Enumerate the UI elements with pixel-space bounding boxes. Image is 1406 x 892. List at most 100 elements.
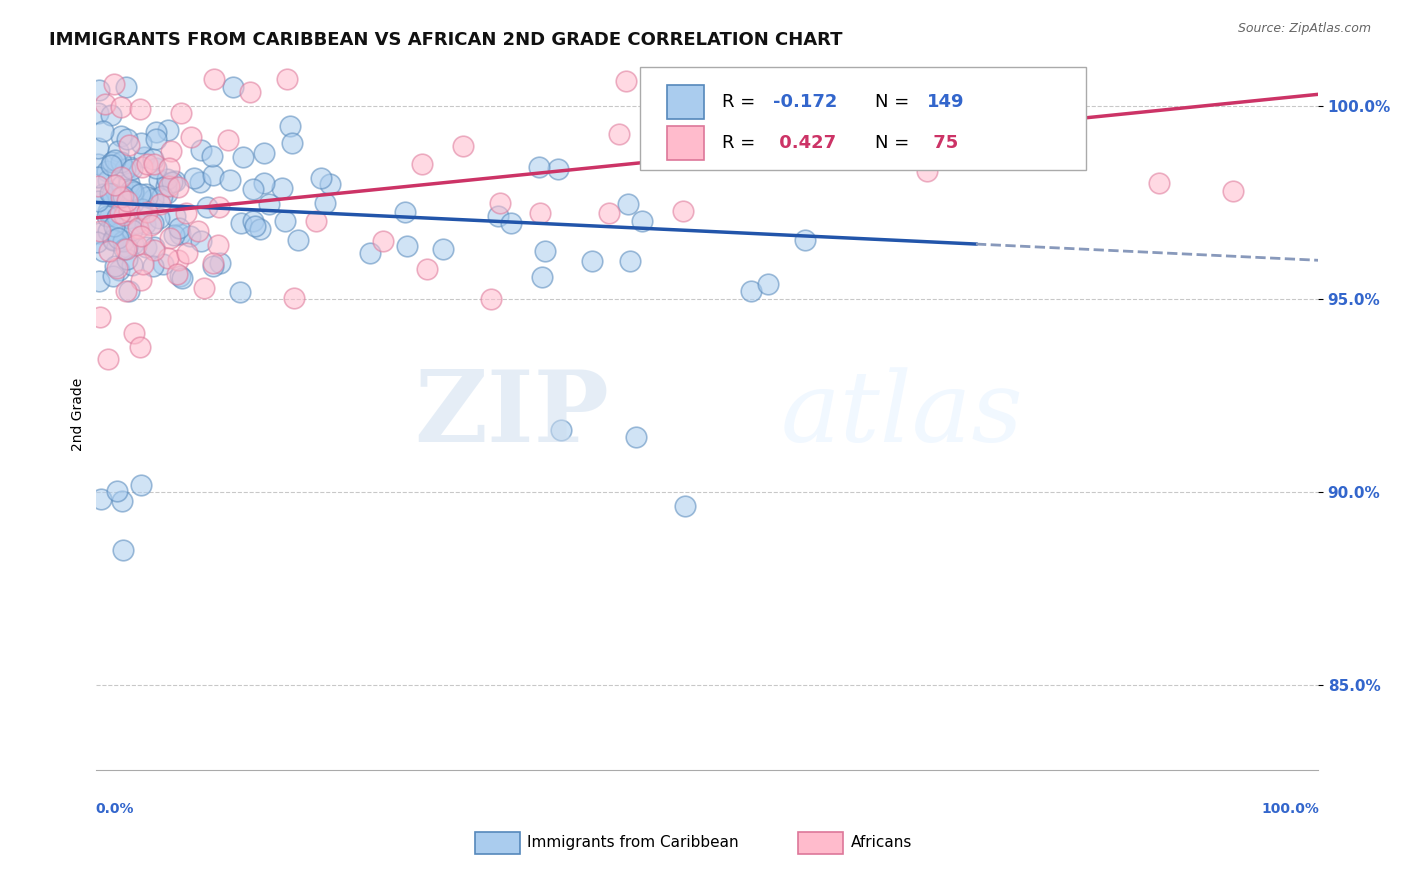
Point [141,218,163,232]
Point [100,187,122,202]
Point [156,171,179,186]
Point [207,238,229,252]
Point [190,235,212,249]
Point [432,242,454,256]
Point [527,161,550,175]
Point [188,175,211,189]
Point [131,161,153,175]
Point [394,205,416,219]
Point [100,108,122,122]
Point [87,274,110,288]
Point [112,242,135,256]
Point [104,259,127,273]
Point [101,268,124,283]
Point [157,161,180,176]
Text: N =: N = [875,134,914,152]
Point [103,78,125,92]
Point [416,262,439,277]
Point [115,242,138,256]
Point [581,253,603,268]
Point [129,186,152,201]
Point [120,182,142,196]
Point [105,260,128,275]
Point [131,202,153,217]
Point [706,98,728,112]
Point [180,130,202,145]
Point [278,120,301,134]
Point [86,157,108,171]
Text: N =: N = [875,93,914,112]
Point [187,224,209,238]
Point [105,484,128,499]
Point [793,149,815,163]
Point [115,79,138,94]
Text: -0.172: -0.172 [773,93,838,112]
Point [105,210,128,224]
Point [121,184,143,198]
Point [371,234,394,248]
Point [101,232,124,246]
FancyBboxPatch shape [640,67,1085,169]
Point [965,71,987,86]
Point [107,190,129,204]
Point [319,177,342,191]
Point [501,216,523,230]
Point [274,213,297,227]
Point [104,153,127,167]
Point [169,269,191,284]
Point [94,97,117,112]
FancyBboxPatch shape [666,126,703,160]
Point [309,170,332,185]
Point [202,256,225,270]
Text: R =: R = [721,134,761,152]
Point [156,123,179,137]
Point [87,226,110,240]
Point [1222,184,1244,198]
Point [915,163,938,178]
Point [129,340,152,354]
Point [229,215,252,229]
Point [287,233,309,247]
Point [176,246,198,260]
Point [529,206,551,220]
Point [740,284,762,298]
Point [100,159,122,173]
Text: 75: 75 [927,134,959,152]
Text: 0.427: 0.427 [773,134,837,152]
Point [115,132,138,146]
Point [253,176,276,190]
Point [127,221,149,235]
Point [90,491,112,506]
Point [201,259,224,273]
Point [124,326,146,340]
Point [98,186,121,201]
Point [202,71,225,86]
Point [103,178,125,192]
Point [98,209,121,223]
Point [105,191,128,205]
Point [242,214,264,228]
Point [479,292,502,306]
Text: 100.0%: 100.0% [1261,802,1319,815]
Point [111,178,134,192]
Point [135,240,157,254]
Point [143,243,166,257]
Point [121,161,143,176]
Point [547,161,569,176]
Text: Source: ZipAtlas.com: Source: ZipAtlas.com [1237,22,1371,36]
Point [242,182,264,196]
Point [598,205,620,219]
Point [305,214,328,228]
Point [152,257,174,271]
Point [626,430,648,444]
Point [673,500,696,514]
Point [411,157,433,171]
Point [87,194,110,208]
Point [157,251,180,265]
Point [108,206,131,220]
Point [166,253,188,268]
Point [131,256,153,270]
Point [614,74,637,88]
Point [756,277,779,292]
Point [486,209,509,223]
